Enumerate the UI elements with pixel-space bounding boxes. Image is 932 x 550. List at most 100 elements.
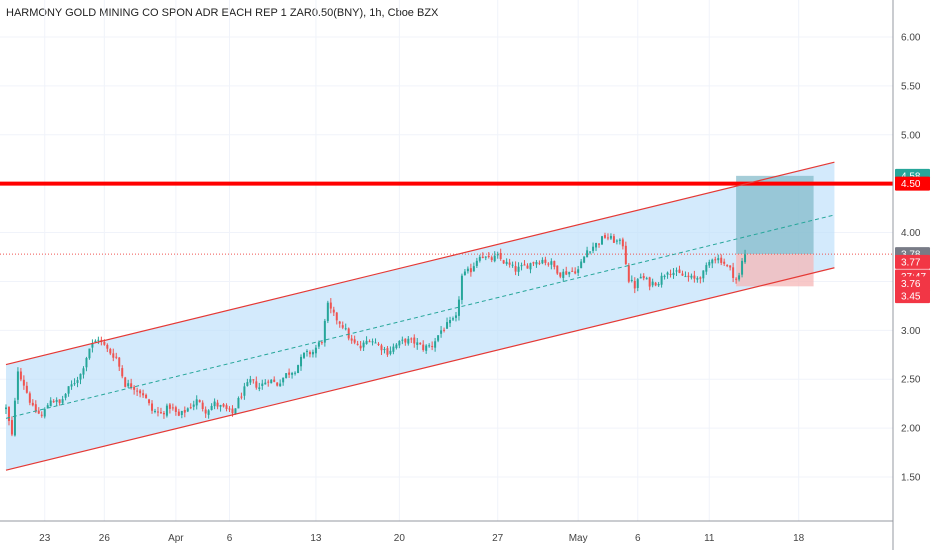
candle-body xyxy=(410,338,413,340)
candle-body xyxy=(297,365,300,373)
candle-body xyxy=(43,409,46,417)
candle-body xyxy=(532,262,535,264)
y-tick-label: 4.00 xyxy=(901,228,921,239)
candle-body xyxy=(261,383,264,387)
candle-body xyxy=(103,341,106,345)
candle-body xyxy=(350,338,353,341)
candle-body xyxy=(314,347,317,354)
candle-body xyxy=(684,276,687,278)
candle-body xyxy=(97,339,100,341)
candle-body xyxy=(58,399,61,403)
candle-body xyxy=(413,337,416,344)
candle-body xyxy=(335,312,338,321)
candle-body xyxy=(177,411,180,416)
candle-body xyxy=(434,341,437,348)
candle-body xyxy=(243,386,246,396)
candle-body xyxy=(511,264,514,266)
candle-body xyxy=(672,272,675,276)
price-label-text: 4.50 xyxy=(901,179,921,190)
candle-body xyxy=(538,262,541,264)
candle-body xyxy=(526,265,529,269)
candle-body xyxy=(609,235,612,239)
candle-body xyxy=(562,271,565,278)
candle-body xyxy=(419,342,422,345)
channel-area xyxy=(6,162,835,471)
candle-body xyxy=(180,410,183,415)
candle-body xyxy=(300,356,303,367)
candle-body xyxy=(55,399,58,402)
candle-body xyxy=(347,328,350,339)
candle-body xyxy=(341,325,344,328)
candle-body xyxy=(642,276,645,279)
candle-body xyxy=(168,404,171,409)
candle-body xyxy=(213,401,216,407)
candle-body xyxy=(332,309,335,313)
candle-body xyxy=(10,420,13,435)
x-axis: 23 26 Apr 6 13 20 27 May 6 11 18 xyxy=(0,520,893,544)
candle-body xyxy=(568,271,571,275)
candle-body xyxy=(466,268,469,272)
candle-body xyxy=(446,322,449,329)
candle-body xyxy=(463,271,466,276)
candle-body xyxy=(237,397,240,409)
candle-body xyxy=(478,256,481,261)
candle-body xyxy=(723,261,726,264)
candle-body xyxy=(556,265,559,274)
candle-body xyxy=(374,342,377,344)
candle-body xyxy=(660,275,663,285)
candle-body xyxy=(109,349,112,354)
candle-body xyxy=(291,373,294,375)
candle-body xyxy=(267,381,270,383)
candle-body xyxy=(738,275,741,280)
candle-body xyxy=(517,266,520,272)
candle-body xyxy=(359,345,362,349)
y-axis: 1.502.002.503.003.504.004.505.005.506.00 xyxy=(892,0,921,550)
candle-body xyxy=(428,345,431,347)
position-box xyxy=(736,175,814,287)
candle-body xyxy=(595,243,598,248)
candle-body xyxy=(67,386,70,394)
price-label-text: 3.77 xyxy=(901,257,921,268)
candle-body xyxy=(606,237,609,239)
candle-body xyxy=(88,348,91,359)
candle-body xyxy=(499,252,502,260)
price-label-box xyxy=(895,254,930,269)
y-tick-label: 1.50 xyxy=(901,473,921,484)
price-label-box xyxy=(895,289,930,304)
candle-body xyxy=(294,372,297,374)
candle-body xyxy=(401,339,404,341)
candle-body xyxy=(624,245,627,264)
candle-body xyxy=(469,268,472,273)
candle-body xyxy=(398,341,401,346)
candle-body xyxy=(171,407,174,409)
candle-body xyxy=(115,356,118,358)
candle-body xyxy=(666,272,669,275)
candle-body xyxy=(630,279,633,281)
candle-body xyxy=(437,335,440,341)
candle-body xyxy=(481,256,484,259)
candle-body xyxy=(145,394,148,399)
candle-body xyxy=(571,270,574,272)
candle-body xyxy=(449,320,452,324)
candle-body xyxy=(735,278,738,280)
candle-body xyxy=(133,386,136,390)
candle-body xyxy=(94,340,97,343)
candle-body xyxy=(407,338,410,344)
candle-body xyxy=(148,399,151,404)
candle-body xyxy=(91,343,94,348)
candle-body xyxy=(64,393,67,398)
candle-body xyxy=(130,383,133,388)
candle-body xyxy=(79,373,82,380)
candle-body xyxy=(52,401,55,403)
channel-lines xyxy=(5,161,835,471)
y-tick-label: 2.00 xyxy=(901,424,921,435)
candle-body xyxy=(454,315,457,318)
candle-body xyxy=(40,414,43,416)
price-labels: 4.584.503.783.7737:473.763.45 xyxy=(895,168,930,304)
candle-body xyxy=(541,259,544,264)
candle-body xyxy=(508,262,511,265)
candle-body xyxy=(383,348,386,350)
x-tick-label: 11 xyxy=(704,533,715,544)
candle-body xyxy=(621,239,624,247)
